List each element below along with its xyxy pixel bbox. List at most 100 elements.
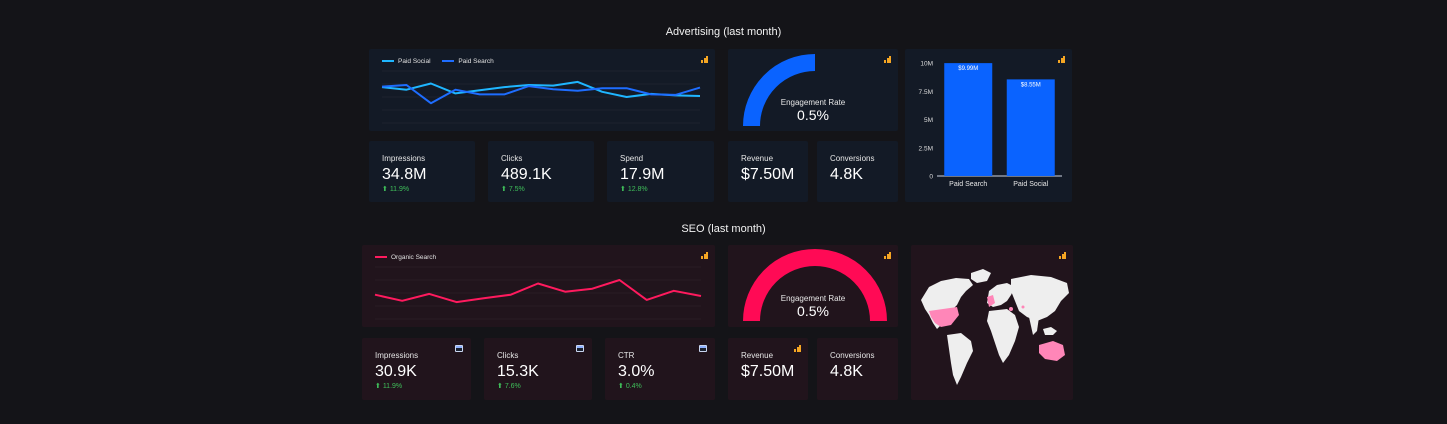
calendar-icon[interactable] (455, 345, 463, 352)
legend-item-paid-social[interactable]: Paid Social (382, 58, 431, 65)
seo-section-title: SEO (last month) (681, 223, 766, 235)
map-se-asia (1043, 327, 1057, 335)
kpi-card-clicks[interactable]: Clicks 15.3K ⬆ 7.6% (484, 338, 592, 400)
map-india (1029, 317, 1039, 335)
kpi-card-impressions[interactable]: Impressions 34.8M ⬆ 11.9% (369, 141, 475, 202)
kpi-label: Clicks (497, 351, 519, 360)
kpi-delta-value: 12.8% (627, 186, 648, 193)
kpi-card-ctr[interactable]: CTR 3.0% ⬆ 0.4% (605, 338, 715, 400)
bar-chart-icon[interactable] (1059, 252, 1066, 259)
advertising-line-series-paid-social[interactable] (381, 80, 701, 98)
y-tick-label: 5M (924, 117, 933, 124)
gauge-label: Engagement Rate (780, 294, 846, 303)
kpi-label: CTR (618, 351, 635, 360)
bar-paid-social[interactable] (1006, 79, 1055, 176)
world-map (921, 269, 1069, 385)
kpi-delta-value: 7.5% (508, 186, 525, 193)
arrow-up-icon: ⬆ (497, 383, 505, 390)
kpi-delta-value: 7.6% (504, 383, 521, 390)
legend-label: Paid Search (458, 57, 494, 65)
kpi-value: 30.9K (375, 363, 417, 380)
kpi-label: Conversions (830, 154, 875, 163)
advertising-line-series-paid-search[interactable] (381, 84, 701, 105)
kpi-delta-value: 11.9% (382, 383, 403, 390)
map-europe-highlight (987, 295, 995, 307)
kpi-delta: ⬆ 12.8% (620, 185, 648, 193)
y-tick-label: 0 (929, 174, 933, 181)
seo-gauge-card[interactable]: Engagement Rate 0.5% (728, 245, 898, 327)
advertising-line-chart (381, 70, 701, 124)
seo-legend: Organic Search (375, 253, 446, 261)
map-asia (1011, 275, 1069, 321)
y-tick-label: 10M (920, 61, 933, 68)
kpi-delta: ⬆ 7.5% (501, 185, 525, 193)
seo-line-chart-card[interactable]: Organic Search (362, 245, 715, 327)
kpi-label: Impressions (382, 154, 426, 163)
kpi-value: 489.1K (501, 166, 552, 183)
calendar-icon[interactable] (699, 345, 707, 352)
bar-paid-search[interactable] (944, 63, 993, 176)
advertising-gauge-card[interactable]: Engagement Rate 0.5% (728, 49, 898, 131)
kpi-card-spend[interactable]: Spend 17.9M ⬆ 12.8% (607, 141, 714, 202)
kpi-delta: ⬆ 11.9% (375, 382, 402, 390)
legend-swatch (375, 256, 387, 258)
kpi-label: Spend (620, 154, 644, 163)
kpi-label: Revenue (741, 351, 774, 360)
kpi-value: $7.50M (741, 363, 795, 380)
kpi-card-conversions[interactable]: Conversions 4.8K (817, 141, 898, 202)
gauge-arc (743, 249, 887, 322)
legend-label: Organic Search (391, 253, 437, 261)
kpi-value: 15.3K (497, 363, 539, 380)
arrow-up-icon: ⬆ (620, 186, 628, 193)
calendar-icon[interactable] (576, 345, 584, 352)
engagement-gauge (743, 54, 816, 127)
bar-data-label: $9.99M (958, 66, 978, 72)
kpi-card-revenue[interactable]: Revenue $7.50M (728, 338, 808, 400)
map-south-america (947, 333, 973, 385)
seo-world-map-card[interactable] (911, 245, 1073, 400)
map-greenland (971, 269, 991, 283)
kpi-card-revenue[interactable]: Revenue $7.50M (728, 141, 808, 202)
legend-swatch (382, 60, 394, 62)
gauge-value: 0.5% (797, 107, 829, 123)
x-tick-label: Paid Search (949, 181, 987, 188)
bar-data-label: $8.55M (1021, 82, 1041, 88)
gauge-arc (743, 54, 816, 127)
seo-line-series-organic-search[interactable] (374, 279, 702, 304)
map-highlight-dot (1009, 307, 1013, 311)
bar-chart-icon[interactable] (701, 56, 708, 63)
bar-chart-icon[interactable] (794, 345, 801, 352)
bar-chart-icon[interactable] (1058, 56, 1065, 63)
arrow-up-icon: ⬆ (501, 186, 509, 193)
engagement-gauge (743, 249, 887, 322)
legend-label: Paid Social (398, 57, 431, 65)
kpi-value: 4.8K (830, 166, 863, 183)
kpi-card-conversions[interactable]: Conversions 4.8K (817, 338, 898, 400)
advertising-section-title: Advertising (last month) (665, 26, 782, 38)
advertising-line-chart-card[interactable]: Paid Social Paid Search (369, 49, 715, 131)
kpi-label: Impressions (375, 351, 419, 360)
bar-chart-icon[interactable] (884, 56, 891, 63)
kpi-delta: ⬆ 11.9% (382, 185, 409, 193)
arrow-up-icon: ⬆ (375, 383, 383, 390)
bar-chart-icon[interactable] (884, 252, 891, 259)
legend-swatch (442, 60, 455, 62)
arrow-up-icon: ⬆ (618, 383, 626, 390)
gauge-value: 0.5% (797, 303, 829, 319)
x-tick-label: Paid Social (1013, 181, 1048, 188)
kpi-card-clicks[interactable]: Clicks 489.1K ⬆ 7.5% (488, 141, 594, 202)
kpi-card-impressions[interactable]: Impressions 30.9K ⬆ 11.9% (362, 338, 471, 400)
seo-line-chart (374, 266, 702, 320)
y-tick-label: 2.5M (919, 145, 933, 152)
legend-item-organic-search[interactable]: Organic Search (375, 254, 436, 261)
map-usa (929, 307, 959, 327)
map-africa (987, 309, 1019, 363)
advertising-bar-chart-card[interactable]: 0 2.5M 5M 7.5M 10M $9.99M Paid Search $8.55M Pai… (905, 49, 1072, 202)
kpi-value: 17.9M (620, 166, 665, 183)
kpi-value: $7.50M (741, 166, 795, 183)
arrow-up-icon: ⬆ (382, 186, 390, 193)
bar-chart-icon[interactable] (701, 252, 708, 259)
legend-item-paid-search[interactable]: Paid Search (442, 57, 494, 65)
kpi-delta: ⬆ 7.6% (497, 382, 521, 390)
kpi-label: Conversions (830, 351, 875, 360)
